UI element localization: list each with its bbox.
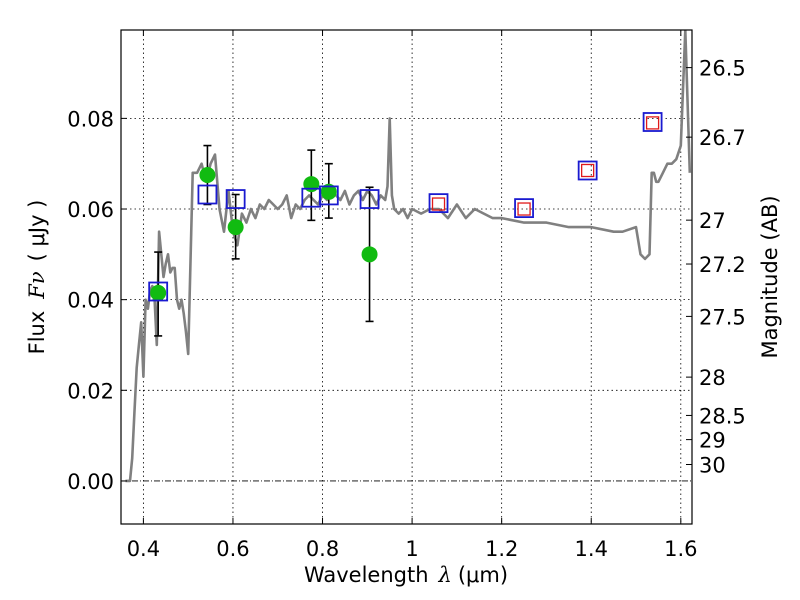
mag-tick-label: 27.5 xyxy=(699,305,746,329)
mag-tick-label: 29 xyxy=(699,429,726,453)
y-tick-label: 0.06 xyxy=(67,198,114,222)
mag-tick-label: 28 xyxy=(699,366,726,390)
y-axis-ticks: 0.00 0.02 0.04 0.06 0.08 xyxy=(67,107,127,494)
small-box-0 xyxy=(431,197,446,211)
y-axis-label: Flux Fν ( μJy ) xyxy=(25,200,49,355)
model-box-7 xyxy=(514,198,534,219)
model-spectrum xyxy=(125,30,692,483)
small-box-2 xyxy=(581,163,595,178)
x-axis-label-unit: (μm) xyxy=(458,563,508,587)
model-box-4 xyxy=(318,185,339,206)
mag-tick-label: 26.5 xyxy=(699,57,746,81)
mag-tick-label: 28.5 xyxy=(699,404,746,428)
small-boxes xyxy=(431,116,660,216)
y-axis-label-symbol: Fν xyxy=(25,271,49,300)
model-box-8 xyxy=(577,160,598,181)
x-tick-label: 1.6 xyxy=(664,537,697,561)
model-box-9 xyxy=(642,112,663,132)
mag-tick-label: 26.7 xyxy=(699,126,746,150)
observed-point-0 xyxy=(150,284,167,301)
x-axis-ticks: 0.4 0.6 0.8 1 1.2 1.4 1.6 xyxy=(127,30,698,561)
model-box-2 xyxy=(225,189,246,209)
x-axis-label-symbol: λ xyxy=(438,563,452,587)
x-axis-label-text: Wavelength xyxy=(304,563,429,587)
observed-point-4 xyxy=(320,183,337,200)
x-tick-label: 0.8 xyxy=(306,537,339,561)
small-box-3 xyxy=(645,116,660,130)
x-tick-label: 1.2 xyxy=(485,537,518,561)
y-axis-label-text: Flux xyxy=(25,311,49,355)
mag-tick-label: 27.2 xyxy=(699,253,746,277)
x-axis-label: Wavelength λ (μm) xyxy=(304,563,508,587)
observed-point-5 xyxy=(361,246,378,263)
right-axis-label: Magnitude (AB) xyxy=(758,195,782,358)
x-tick-label: 1.4 xyxy=(575,537,608,561)
model-boxes xyxy=(148,112,663,302)
spectrum-line xyxy=(125,30,692,483)
y-tick-label: 0.02 xyxy=(67,379,114,403)
plot-frame xyxy=(120,29,693,525)
mag-tick-label: 27 xyxy=(699,209,726,233)
model-box-0 xyxy=(148,281,169,302)
y-tick-label: 0.00 xyxy=(67,470,114,494)
small-box-1 xyxy=(517,202,531,216)
y-tick-label: 0.08 xyxy=(67,107,114,131)
x-tick-label: 0.6 xyxy=(216,537,249,561)
x-tick-label: 0.4 xyxy=(127,537,160,561)
observed-point-1 xyxy=(199,167,216,184)
y-axis-label-unit: ( μJy ) xyxy=(25,200,49,262)
x-tick-label: 1 xyxy=(405,537,418,561)
model-box-5 xyxy=(359,189,380,209)
observed-point-3 xyxy=(303,176,320,193)
mag-tick-label: 30 xyxy=(699,453,726,477)
model-box-6 xyxy=(428,193,449,214)
y-tick-label: 0.04 xyxy=(67,289,114,313)
model-box-1 xyxy=(197,184,218,205)
observed-point-2 xyxy=(227,219,244,236)
